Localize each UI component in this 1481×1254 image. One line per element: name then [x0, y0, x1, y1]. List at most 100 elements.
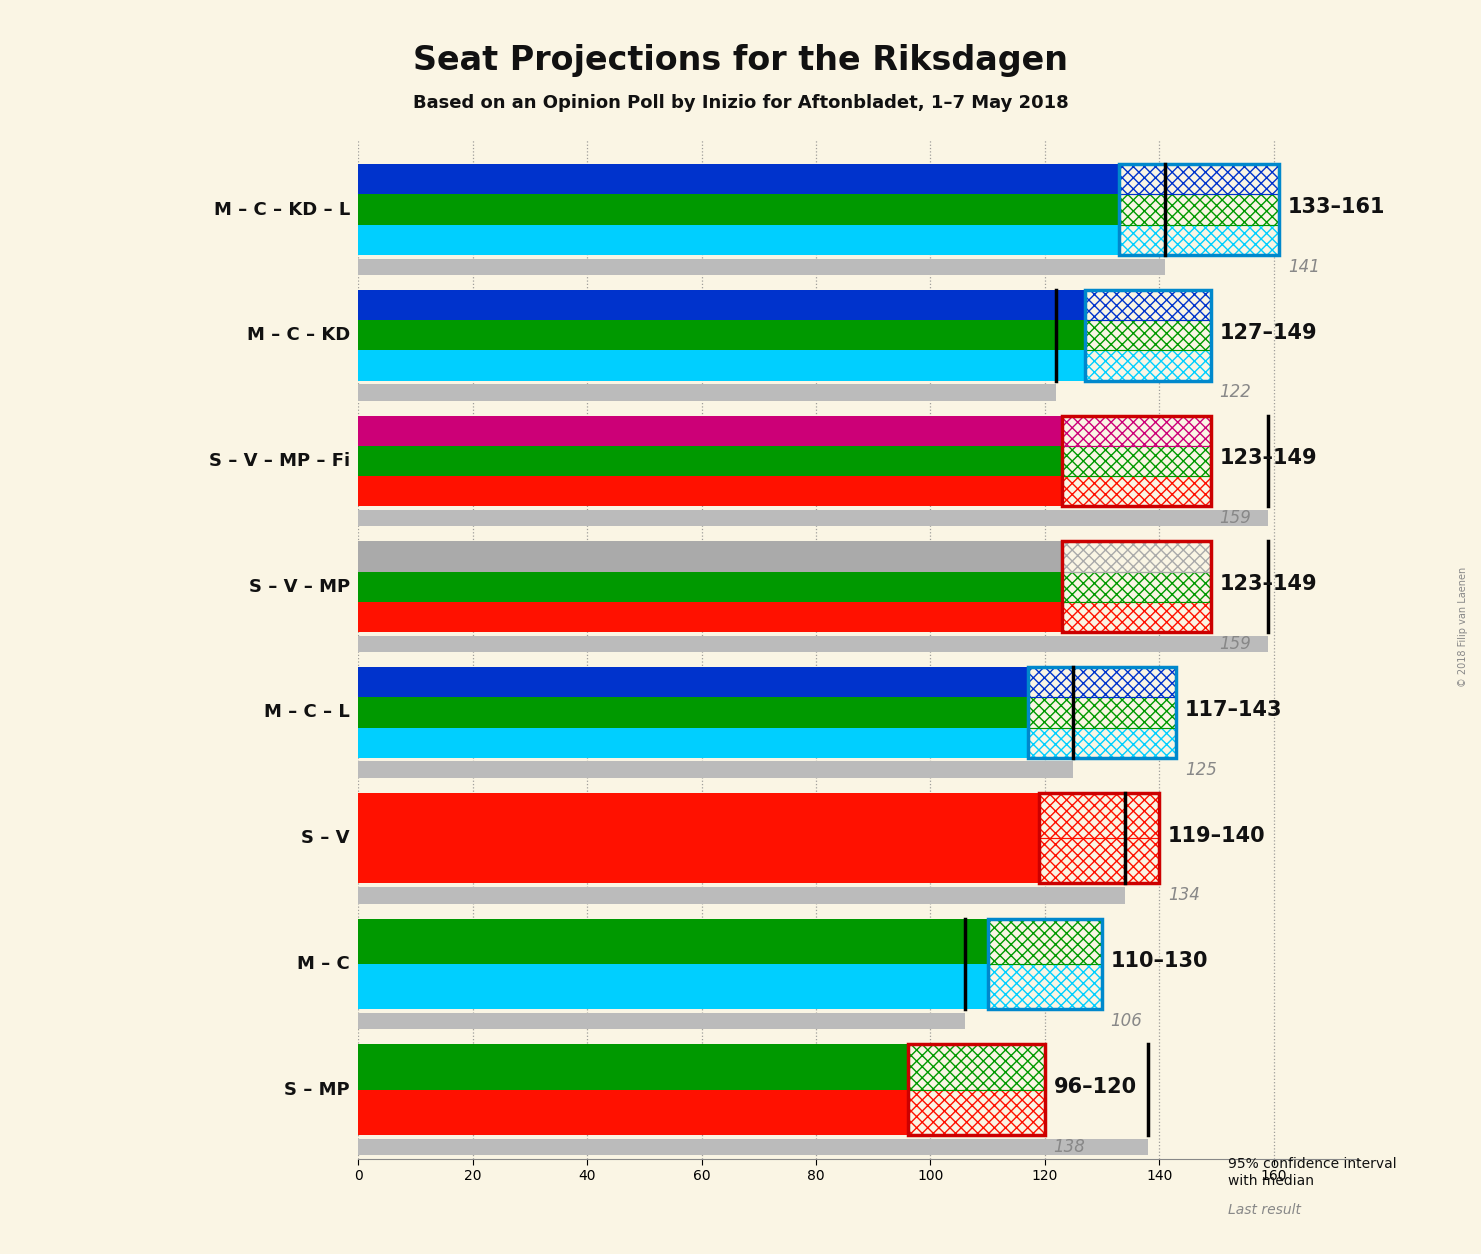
Text: 117–143: 117–143 — [1185, 700, 1283, 720]
Text: Last result: Last result — [1228, 1203, 1300, 1216]
Text: S – V – MP: S – V – MP — [249, 578, 350, 596]
Text: 138: 138 — [1053, 1137, 1086, 1156]
Bar — [1120, 224, 1280, 255]
Text: 125: 125 — [1185, 761, 1217, 779]
Text: Seat Projections for the Riksdagen: Seat Projections for the Riksdagen — [413, 44, 1068, 76]
Bar — [1086, 290, 1210, 320]
Bar — [1040, 793, 1160, 838]
Bar — [1040, 838, 1160, 883]
Text: 106: 106 — [1111, 1012, 1142, 1030]
Text: 133–161: 133–161 — [1288, 197, 1385, 217]
Bar — [1062, 446, 1210, 477]
Text: 96–120: 96–120 — [1053, 1077, 1136, 1097]
Bar — [1086, 320, 1210, 350]
Bar — [358, 761, 1074, 777]
Text: 159: 159 — [1219, 509, 1251, 527]
Bar — [908, 1045, 1044, 1090]
Bar — [358, 1045, 908, 1090]
Text: S – MP: S – MP — [284, 1081, 350, 1099]
Bar — [1062, 542, 1210, 572]
Bar — [358, 350, 1086, 380]
Bar — [358, 727, 1028, 757]
Bar — [1062, 542, 1210, 632]
Text: M – C: M – C — [298, 954, 350, 973]
Text: 141: 141 — [1288, 258, 1320, 276]
Bar — [1120, 164, 1280, 194]
Bar — [1086, 350, 1210, 380]
Text: 110–130: 110–130 — [1111, 952, 1208, 972]
Text: S – V: S – V — [302, 829, 350, 848]
Bar — [1028, 667, 1176, 757]
Bar — [358, 602, 1062, 632]
Bar — [358, 477, 1062, 507]
Bar — [988, 964, 1102, 1009]
Bar — [1016, 1201, 1222, 1218]
Bar — [358, 258, 1166, 275]
Bar — [358, 572, 1062, 602]
Text: © 2018 Filip van Laenen: © 2018 Filip van Laenen — [1459, 567, 1468, 687]
Bar — [358, 1013, 964, 1030]
Text: M – C – KD – L: M – C – KD – L — [213, 201, 350, 218]
Bar — [358, 320, 1086, 350]
Text: 95% confidence interval
with median: 95% confidence interval with median — [1228, 1157, 1397, 1188]
Text: Based on an Opinion Poll by Inizio for Aftonbladet, 1–7 May 2018: Based on an Opinion Poll by Inizio for A… — [413, 94, 1068, 112]
Bar — [1120, 1159, 1222, 1186]
Text: M – C – L: M – C – L — [264, 703, 350, 721]
Bar — [358, 446, 1062, 477]
Bar — [358, 416, 1062, 446]
Bar — [1120, 164, 1280, 255]
Text: M – C – KD: M – C – KD — [247, 326, 350, 345]
Bar — [1016, 1159, 1120, 1186]
Bar — [1040, 793, 1160, 838]
Bar — [908, 1045, 1044, 1090]
Bar — [1028, 697, 1176, 727]
Bar — [1120, 194, 1280, 224]
Bar — [1086, 290, 1210, 380]
Bar — [358, 224, 1120, 255]
Bar — [358, 1139, 1148, 1155]
Bar — [988, 919, 1102, 964]
Bar — [1040, 793, 1160, 883]
Bar — [1062, 416, 1210, 446]
Bar — [988, 964, 1102, 1009]
Bar — [1062, 477, 1210, 507]
Bar — [1120, 194, 1280, 224]
Bar — [358, 510, 1268, 527]
Bar — [1028, 727, 1176, 757]
Text: 127–149: 127–149 — [1219, 322, 1317, 342]
Text: 119–140: 119–140 — [1169, 825, 1265, 845]
Text: 159: 159 — [1219, 635, 1251, 653]
Text: 123–149: 123–149 — [1219, 574, 1317, 594]
Bar — [358, 697, 1028, 727]
Text: 122: 122 — [1219, 384, 1251, 401]
Bar — [1062, 602, 1210, 632]
Bar — [358, 1090, 908, 1135]
Bar — [1028, 727, 1176, 757]
Bar — [1040, 838, 1160, 883]
Bar — [358, 887, 1126, 904]
Bar — [988, 919, 1102, 964]
Bar — [1028, 667, 1176, 697]
Bar — [358, 290, 1086, 320]
Bar — [908, 1045, 1044, 1135]
Bar — [1086, 290, 1210, 320]
Bar — [358, 964, 988, 1009]
Bar — [1062, 477, 1210, 507]
Bar — [1120, 224, 1280, 255]
Bar — [988, 919, 1102, 1009]
Text: 123–149: 123–149 — [1219, 449, 1317, 469]
Bar — [1028, 697, 1176, 727]
Bar — [358, 919, 988, 964]
Bar — [358, 793, 1040, 838]
Bar — [908, 1090, 1044, 1135]
Bar — [908, 1090, 1044, 1135]
Bar — [358, 636, 1268, 652]
Text: 134: 134 — [1169, 887, 1200, 904]
Bar — [358, 542, 1062, 572]
Bar — [1086, 350, 1210, 380]
Bar — [1120, 164, 1280, 194]
Text: S – V – MP – Fi: S – V – MP – Fi — [209, 451, 350, 470]
Bar — [1028, 667, 1176, 697]
Bar — [358, 838, 1040, 883]
Bar — [358, 384, 1056, 400]
